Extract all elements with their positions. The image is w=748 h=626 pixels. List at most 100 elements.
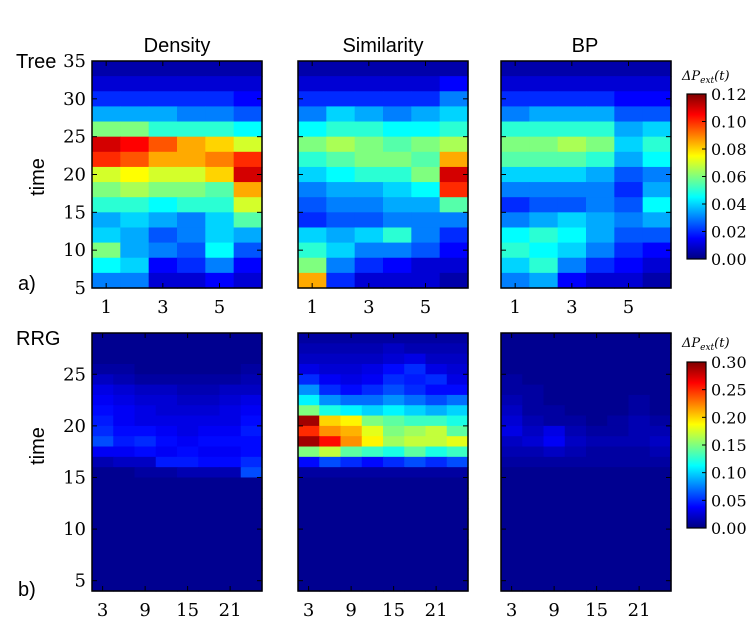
colorbar-tick-label: 0.08 (711, 140, 747, 159)
heatmap-cell (543, 560, 566, 571)
heatmap-cell (446, 333, 469, 344)
heatmap-cell (134, 425, 157, 437)
heatmap-cell (326, 242, 356, 259)
x-tick-label: 15 (176, 600, 199, 621)
heatmap-cell (177, 343, 199, 355)
heatmap-cell (404, 477, 427, 489)
heatmap-cell (564, 353, 587, 365)
heatmap-cell (219, 487, 242, 499)
heatmap-cell (404, 384, 427, 396)
heatmap-cell (642, 242, 672, 259)
heatmap-cell (411, 76, 441, 92)
heatmap-cell (439, 136, 469, 153)
heatmap-cell (92, 487, 114, 499)
heatmap-cell (120, 212, 150, 229)
heatmap-cell (446, 498, 469, 510)
heatmap-cell (439, 106, 469, 123)
heatmap-cell (120, 136, 150, 153)
heatmap-cell (425, 405, 448, 417)
heatmap-cell (134, 529, 157, 540)
colorbar-tick-label: 0.02 (711, 223, 747, 242)
heatmap-cell (522, 353, 545, 365)
heatmap-cell (439, 166, 469, 183)
heatmap-cell (501, 227, 530, 244)
heatmap-cell (564, 529, 587, 540)
heatmap-cell (404, 487, 427, 499)
heatmap-cell (113, 487, 136, 499)
heatmap-cell (383, 151, 412, 168)
y-axis-label-a: time (27, 158, 49, 196)
heatmap-cell (298, 415, 320, 427)
heatmap-cell (92, 436, 114, 448)
heatmap-cell (113, 560, 136, 571)
heatmap-cell (240, 570, 263, 582)
heatmap-cell (383, 61, 412, 77)
heatmap-cell (198, 529, 221, 540)
heatmap-cell (383, 91, 412, 107)
heatmap-cell (614, 242, 644, 259)
heatmap-cell (198, 467, 221, 479)
heatmap-cell (148, 212, 178, 229)
heatmap-cell (361, 477, 384, 489)
heatmap-cell (134, 487, 157, 499)
heatmap-cell (361, 487, 384, 499)
heatmap-cell (354, 136, 384, 153)
heatmap-cell (177, 467, 199, 479)
heatmap-cell (628, 549, 651, 561)
heatmap-cell (198, 549, 221, 561)
heatmap-cell (233, 272, 263, 289)
heatmap-cell (557, 151, 587, 168)
heatmap-cell (446, 549, 469, 561)
heatmap-cell (148, 61, 178, 77)
heatmap-cell (586, 529, 608, 540)
heatmap-cell (134, 384, 157, 396)
heatmap-cell (543, 539, 566, 551)
heatmap-cell (557, 242, 587, 259)
heatmap-cell (155, 487, 178, 499)
heatmap-cell (425, 560, 448, 571)
heatmap-cell (177, 487, 199, 499)
heatmap-cell (501, 353, 523, 365)
heatmap-cell (240, 436, 263, 448)
heatmap-cell (425, 487, 448, 499)
heatmap-cell (177, 212, 206, 229)
heatmap-cell (319, 529, 342, 540)
heatmap-cell (113, 363, 136, 375)
heatmap-cell (113, 477, 136, 489)
heatmap-cell (198, 363, 221, 375)
heatmap-cell (564, 374, 587, 386)
heatmap-cell (198, 456, 221, 468)
heatmap-cell (642, 197, 672, 213)
heatmap-cell (649, 580, 672, 592)
heatmap-cell (501, 343, 523, 355)
heatmap-cell (233, 106, 263, 123)
heatmap-cell (586, 353, 608, 365)
heatmap-cell (543, 570, 566, 582)
heatmap-cell (219, 456, 242, 468)
heatmap-cell (564, 436, 587, 448)
heatmap-cell (564, 487, 587, 499)
heatmap-cell (607, 363, 630, 375)
heatmap-cell (319, 498, 342, 510)
heatmap-cell (586, 61, 615, 77)
heatmap-cell (564, 363, 587, 375)
heatmap-cell (177, 415, 199, 427)
heatmap-cell (113, 570, 136, 582)
heatmap-cell (425, 498, 448, 510)
heatmap-cell (614, 91, 644, 107)
heatmap-cell (649, 343, 672, 355)
heatmap-cell (134, 394, 157, 406)
colorbar-tick-label: 0.05 (711, 491, 747, 510)
y-axis-label-b: time (27, 427, 49, 465)
heatmap-cell (319, 456, 342, 468)
heatmap-cell (446, 425, 469, 437)
heatmap-cell (649, 405, 672, 417)
heatmap-cell (649, 415, 672, 427)
heatmap-cell (411, 272, 441, 289)
heatmap-cell (113, 384, 136, 396)
heatmap-cell (404, 425, 427, 437)
colorbar-top-label: ΔPext(t) (681, 69, 730, 86)
heatmap-cell (411, 151, 441, 168)
heatmap-cell (205, 227, 235, 244)
heatmap-cell (586, 508, 608, 520)
